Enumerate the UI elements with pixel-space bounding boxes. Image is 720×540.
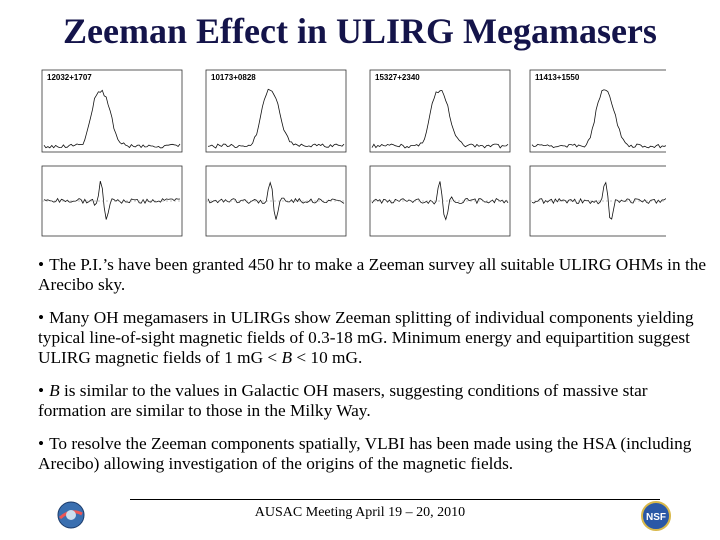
- bullet: • To resolve the Zeeman components spatia…: [38, 434, 710, 474]
- bullet-text: B: [49, 381, 60, 400]
- bullet-text: is similar to the values in Galactic OH …: [38, 381, 648, 420]
- spectrum-trace: [371, 89, 509, 149]
- logo-left: [57, 501, 85, 529]
- panel-label: 15327+2340: [375, 73, 420, 82]
- panel-label: 10173+0828: [211, 73, 256, 82]
- spectrum-frame: [529, 69, 666, 153]
- footer-rule: [130, 499, 660, 500]
- spectrum-frame: [205, 69, 347, 153]
- footer: AUSAC Meeting April 19 – 20, 2010: [254, 505, 466, 520]
- spectrum-trace: [43, 89, 181, 149]
- bullet-text: The P.I.’s have been granted 450 hr to m…: [38, 255, 707, 294]
- bullet-marker: •: [38, 381, 45, 400]
- bullet-marker: •: [38, 255, 45, 274]
- slide-title: Zeeman Effect in ULIRG Megamasers: [63, 11, 657, 51]
- stokes-v-trace: [371, 181, 509, 221]
- bullet-text: < 10 mG.: [292, 348, 363, 367]
- logo-right: NSF: [641, 501, 671, 531]
- stokes-v-trace: [531, 181, 666, 220]
- spectrum-trace: [531, 89, 666, 149]
- spectrum-frame: [41, 69, 183, 153]
- svg-text:NSF: NSF: [646, 512, 666, 523]
- bullet: • Many OH megamasers in ULIRGs show Zeema…: [38, 308, 710, 368]
- spectrum-frame: [369, 69, 511, 153]
- bullet-marker: •: [38, 308, 45, 327]
- figure: 12032+1707 10173+0828 15327+2340 11413+1550: [41, 69, 666, 237]
- panel-label: 12032+1707: [47, 73, 92, 82]
- panels: 12032+1707 10173+0828 15327+2340 11413+1550: [41, 69, 666, 237]
- stokes-v-trace: [43, 180, 181, 220]
- bullet-text: Many OH megamasers in ULIRGs show Zeeman…: [38, 308, 694, 367]
- bullet: • B is similar to the values in Galactic …: [38, 381, 710, 421]
- spectrum-trace: [207, 88, 345, 149]
- bullet-marker: •: [38, 434, 45, 453]
- panel-label: 11413+1550: [535, 73, 580, 82]
- bullet-list: • The P.I.’s have been granted 450 hr to …: [38, 255, 710, 487]
- stokes-v-trace: [207, 181, 345, 220]
- bullet-text: B: [281, 348, 293, 367]
- bullet-text: To resolve the Zeeman components spatial…: [38, 434, 692, 473]
- bullet: • The P.I.’s have been granted 450 hr to …: [38, 255, 710, 295]
